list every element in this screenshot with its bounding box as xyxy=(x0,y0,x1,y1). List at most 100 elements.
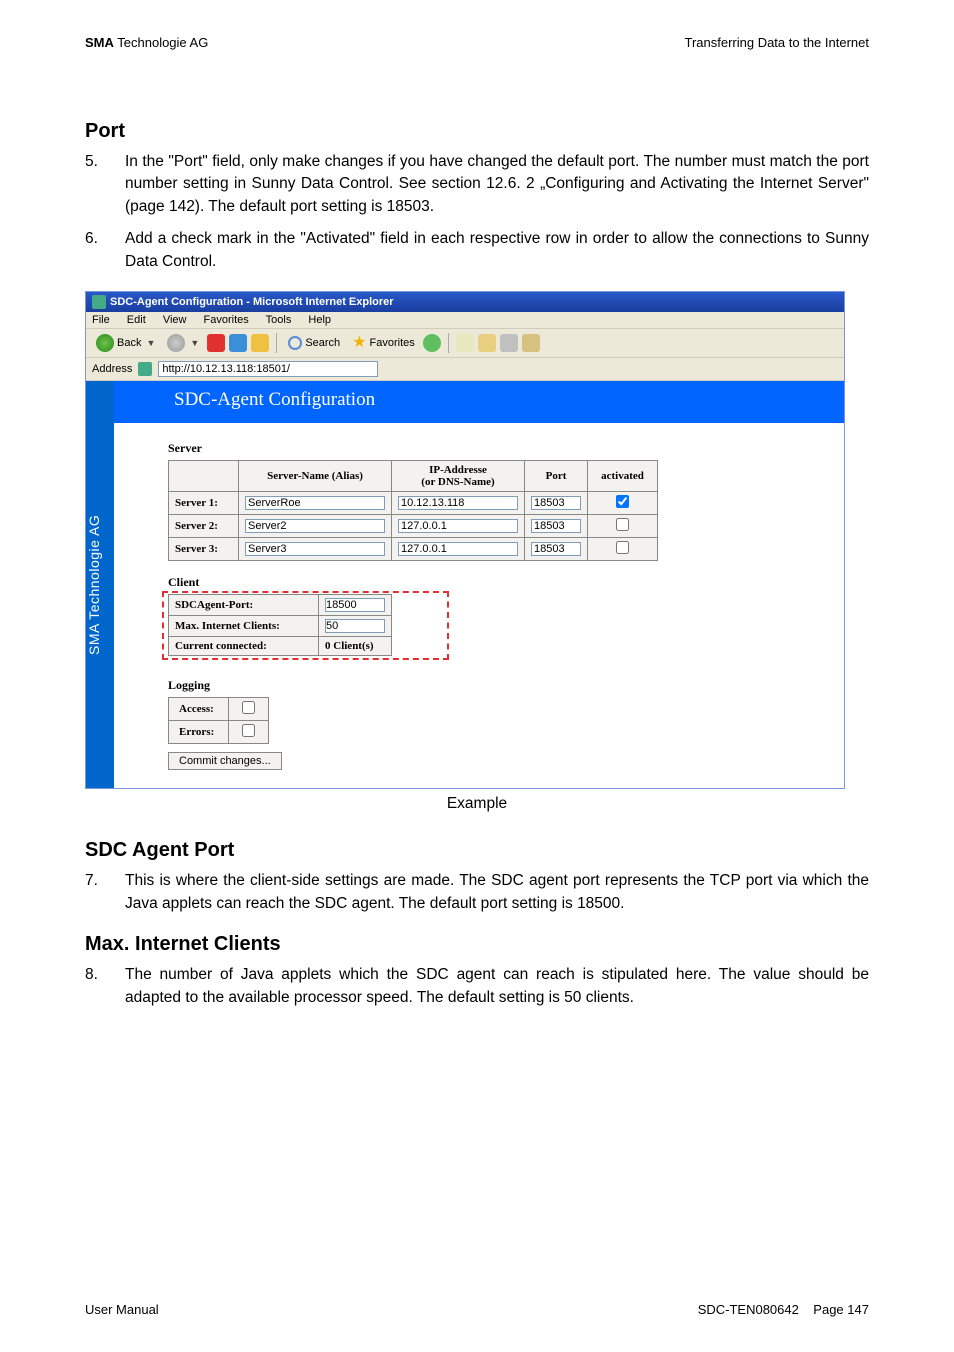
step-text: Add a check mark in the "Activated" fiel… xyxy=(125,228,869,273)
server-name-input[interactable] xyxy=(245,496,385,510)
server-activated-checkbox[interactable] xyxy=(616,518,629,531)
step-text: In the "Port" field, only make changes i… xyxy=(125,151,869,218)
ie-window: SDC-Agent Configuration - Microsoft Inte… xyxy=(85,291,845,789)
max-clients-input[interactable] xyxy=(325,619,385,633)
max-clients-label: Max. Internet Clients: xyxy=(169,616,319,637)
heading-port: Port xyxy=(85,120,869,143)
menu-edit[interactable]: Edit xyxy=(127,314,146,326)
window-title: SDC-Agent Configuration - Microsoft Inte… xyxy=(110,296,394,308)
favorites-button[interactable]: ★Favorites xyxy=(348,335,419,351)
company-bold: SMA xyxy=(85,35,114,50)
edit-icon[interactable] xyxy=(522,334,540,352)
step-num: 8. xyxy=(85,964,125,1009)
config-panel: SDC-Agent Configuration Server Server-Na… xyxy=(114,381,844,788)
forward-icon xyxy=(167,334,185,352)
steps-sdc-port: 7.This is where the client-side settings… xyxy=(85,870,869,915)
chevron-down-icon: ▼ xyxy=(190,338,199,348)
menu-file[interactable]: File xyxy=(92,314,110,326)
connected-label: Current connected: xyxy=(169,637,319,656)
th-ip: IP-Addresse (or DNS-Name) xyxy=(392,461,525,492)
search-icon xyxy=(288,336,302,350)
toolbar: Back▼ ▼ Search ★Favorites xyxy=(86,328,844,358)
errors-label: Errors: xyxy=(169,721,229,744)
server-port-input[interactable] xyxy=(531,496,581,510)
print-icon[interactable] xyxy=(500,334,518,352)
server-row: Server 2: xyxy=(169,515,658,538)
server-section-label: Server xyxy=(168,441,832,456)
server-ip-input[interactable] xyxy=(398,496,518,510)
sdc-port-label: SDCAgent-Port: xyxy=(169,595,319,616)
address-input[interactable] xyxy=(158,361,378,377)
menu-tools[interactable]: Tools xyxy=(266,314,292,326)
address-label: Address xyxy=(92,363,132,375)
footer-page-num: 147 xyxy=(847,1302,869,1317)
server-row: Server 3: xyxy=(169,538,658,561)
mail-icon[interactable] xyxy=(478,334,496,352)
server-ip-input[interactable] xyxy=(398,542,518,556)
page-icon xyxy=(138,362,152,376)
config-title: SDC-Agent Configuration xyxy=(114,381,844,423)
separator xyxy=(276,333,277,353)
server-port-input[interactable] xyxy=(531,519,581,533)
access-checkbox[interactable] xyxy=(242,701,255,714)
client-section: Client SDCAgent-Port: Max. Internet Clie… xyxy=(168,575,443,656)
history-icon[interactable] xyxy=(456,334,474,352)
step-num: 7. xyxy=(85,870,125,915)
server-activated-checkbox[interactable] xyxy=(616,495,629,508)
footer-right: SDC-TEN080642 Page 147 xyxy=(698,1302,869,1317)
separator xyxy=(448,333,449,353)
server-name-input[interactable] xyxy=(245,519,385,533)
client-section-label: Client xyxy=(168,575,443,590)
home-icon[interactable] xyxy=(251,334,269,352)
connected-value: 0 Client(s) xyxy=(319,637,392,656)
server-port-input[interactable] xyxy=(531,542,581,556)
menu-help[interactable]: Help xyxy=(308,314,331,326)
server-label: Server 2: xyxy=(169,515,239,538)
server-row: Server 1: xyxy=(169,492,658,515)
menubar: File Edit View Favorites Tools Help xyxy=(86,312,844,328)
browser-content: SMA Technologie AG SDC-Agent Configurati… xyxy=(86,381,844,788)
chevron-down-icon: ▼ xyxy=(146,338,155,348)
search-button[interactable]: Search xyxy=(284,335,344,351)
address-bar: Address xyxy=(86,358,844,381)
refresh-icon[interactable] xyxy=(229,334,247,352)
th-activated: activated xyxy=(588,461,658,492)
page-footer: User Manual SDC-TEN080642 Page 147 xyxy=(85,1302,869,1317)
header-company: SMA Technologie AG xyxy=(85,35,208,50)
header-section-title: Transferring Data to the Internet xyxy=(684,35,869,50)
logging-table: Access: Errors: xyxy=(168,697,269,744)
access-label: Access: xyxy=(169,698,229,721)
step-text: The number of Java applets which the SDC… xyxy=(125,964,869,1009)
errors-checkbox[interactable] xyxy=(242,724,255,737)
star-icon: ★ xyxy=(352,336,366,350)
heading-sdc-port: SDC Agent Port xyxy=(85,839,869,862)
server-table: Server-Name (Alias) IP-Addresse (or DNS-… xyxy=(168,460,658,561)
media-icon[interactable] xyxy=(423,334,441,352)
server-label: Server 3: xyxy=(169,538,239,561)
forward-button[interactable]: ▼ xyxy=(163,333,203,353)
footer-doc: SDC-TEN080642 xyxy=(698,1302,799,1317)
window-titlebar: SDC-Agent Configuration - Microsoft Inte… xyxy=(86,292,844,312)
company-rest: Technologie AG xyxy=(114,35,208,50)
th-port: Port xyxy=(525,461,588,492)
server-name-input[interactable] xyxy=(245,542,385,556)
menu-view[interactable]: View xyxy=(163,314,187,326)
heading-max-clients: Max. Internet Clients xyxy=(85,933,869,956)
step-num: 6. xyxy=(85,228,125,273)
step-num: 5. xyxy=(85,151,125,218)
steps-port: 5.In the "Port" field, only make changes… xyxy=(85,151,869,273)
th-blank xyxy=(169,461,239,492)
server-activated-checkbox[interactable] xyxy=(616,541,629,554)
back-button[interactable]: Back▼ xyxy=(92,333,159,353)
stop-icon[interactable] xyxy=(207,334,225,352)
server-ip-input[interactable] xyxy=(398,519,518,533)
sidebar-brand: SMA Technologie AG xyxy=(86,381,114,788)
commit-button[interactable]: Commit changes... xyxy=(168,752,282,770)
screenshot-caption: Example xyxy=(85,795,869,813)
server-label: Server 1: xyxy=(169,492,239,515)
ie-icon xyxy=(92,295,106,309)
menu-favorites[interactable]: Favorites xyxy=(204,314,249,326)
steps-max-clients: 8.The number of Java applets which the S… xyxy=(85,964,869,1009)
back-icon xyxy=(96,334,114,352)
sdc-port-input[interactable] xyxy=(325,598,385,612)
